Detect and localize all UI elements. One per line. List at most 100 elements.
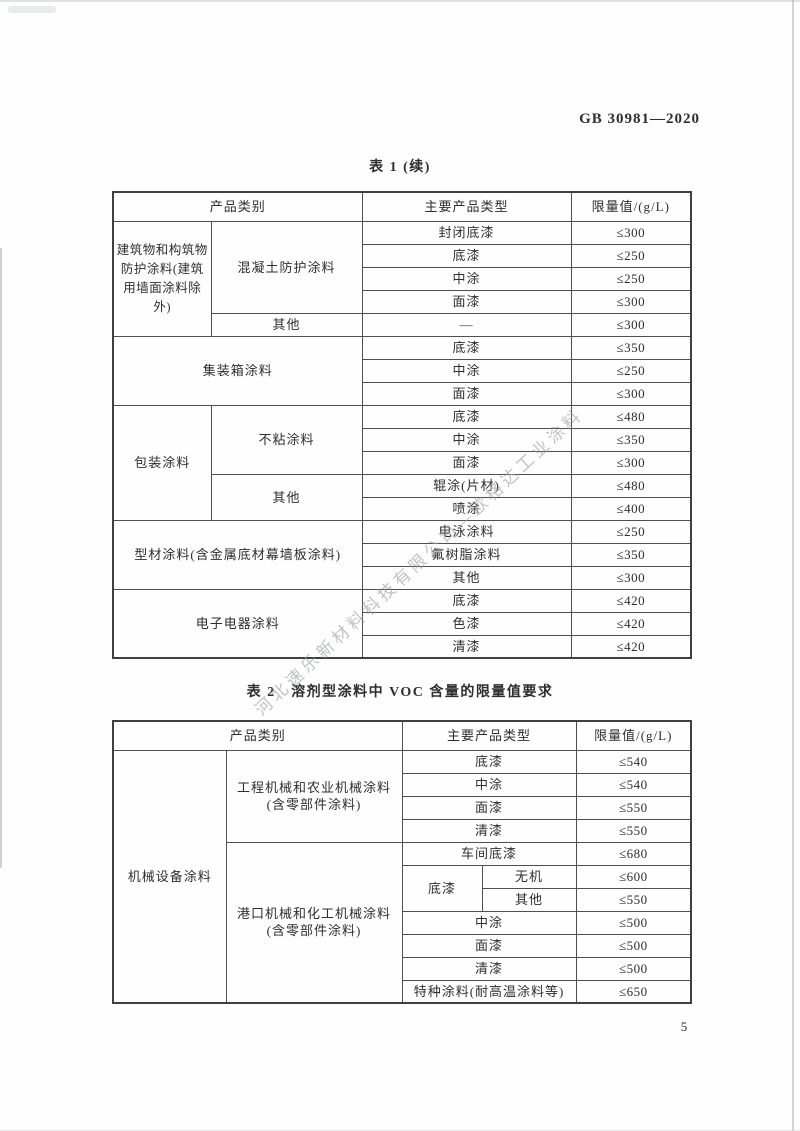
- limit-value-cell: ≤480: [570, 404, 692, 429]
- limit-value-cell: ≤350: [570, 542, 692, 567]
- limit-value-cell: ≤300: [570, 289, 692, 314]
- limit-value-cell: ≤420: [570, 611, 692, 636]
- product-type-cell: 其他: [361, 565, 572, 590]
- table-row: 其他 — ≤300: [113, 312, 692, 337]
- category-cell: 电子电器涂料: [112, 588, 363, 659]
- limit-value-cell: ≤250: [570, 519, 692, 544]
- product-type-cell: 底漆: [401, 749, 577, 774]
- table1-title: 表 1 (续): [369, 160, 431, 175]
- limit-value-cell: ≤300: [570, 381, 692, 406]
- table1-header-category: 产品类别: [112, 191, 363, 222]
- product-type-cell: 氟树脂涂料: [361, 542, 572, 567]
- table-row: 包装涂料 不粘涂料 底漆 ≤480: [112, 404, 692, 521]
- limit-value-cell: ≤250: [570, 358, 692, 383]
- table-row: 其他 辊涂(片材) ≤480: [113, 473, 692, 521]
- limit-value-cell: ≤500: [575, 910, 692, 935]
- product-type-cell: 色漆: [361, 611, 572, 636]
- subcategory-cell: 港口机械和化工机械涂料 (含零部件涂料): [225, 841, 403, 1004]
- limit-value-cell: ≤420: [570, 634, 692, 659]
- limit-value-cell: ≤300: [570, 312, 692, 337]
- product-type-cell: 面漆: [361, 381, 572, 406]
- table1-voc-limits-continued: 产品类别 主要产品类型 限量值/(g/L) 建筑物和构筑物防护涂料(建筑用墙面涂…: [112, 191, 693, 659]
- table2-title: 表 2 溶剂型涂料中 VOC 含量的限量值要求: [246, 685, 554, 700]
- product-type-cell: 车间底漆: [401, 841, 577, 866]
- limit-value-cell: ≤550: [575, 795, 692, 820]
- limit-value-cell: ≤540: [575, 772, 692, 797]
- table-row: 其他 ≤300: [113, 565, 692, 590]
- subcategory-cell: 工程机械和农业机械涂料 (含零部件涂料): [225, 749, 403, 843]
- subcategory-cell: 其他: [210, 312, 363, 337]
- table-row: 面漆 ≤300: [113, 289, 692, 314]
- product-type-cell: 面漆: [401, 795, 577, 820]
- limit-value-cell: ≤250: [570, 243, 692, 268]
- product-type-cell: 封闭底漆: [361, 220, 572, 245]
- table-row: 建筑物和构筑物防护涂料(建筑用墙面涂料除外) 混凝土防护涂料 封闭底漆 ≤300: [112, 220, 692, 337]
- limit-value-cell: ≤500: [575, 933, 692, 958]
- table-row: 中涂 ≤350: [113, 427, 692, 452]
- scan-artifact-top-edge: [0, 0, 800, 2]
- table-row: 清漆 ≤550: [113, 818, 692, 843]
- limit-value-cell: ≤500: [575, 956, 692, 981]
- page-number: 5: [680, 1019, 688, 1034]
- limit-value-cell: ≤350: [570, 335, 692, 360]
- subcategory-cell: 不粘涂料: [210, 404, 363, 475]
- table-row: 特种涂料(耐高温涂料等) ≤650: [113, 979, 692, 1004]
- product-type-cell: 中涂: [401, 910, 577, 935]
- product-type-cell: 面漆: [401, 933, 577, 958]
- subcategory-line: (含零部件涂料): [266, 923, 362, 939]
- category-cell: 集装箱涂料: [112, 335, 363, 406]
- product-subtype-cell: 无机: [481, 864, 577, 889]
- product-type-cell: 中涂: [401, 772, 577, 797]
- table-row: 色漆 ≤420: [113, 611, 692, 636]
- table-row: 港口机械和化工机械涂料 (含零部件涂料) 车间底漆 ≤680: [113, 841, 692, 1004]
- limit-value-cell: ≤650: [575, 979, 692, 1004]
- table-row: 中涂 ≤250: [113, 358, 692, 383]
- limit-value-cell: ≤300: [570, 220, 692, 245]
- limit-value-cell: ≤350: [570, 427, 692, 452]
- table-row: 底漆 ≤250: [113, 243, 692, 268]
- table1-header-type: 主要产品类型: [361, 191, 572, 222]
- scan-artifact-left-edge: [0, 248, 2, 868]
- product-type-cell: 底漆: [401, 864, 483, 912]
- table-row: 集装箱涂料 底漆 ≤350: [112, 335, 692, 406]
- table-row: 底漆 无机 ≤600: [113, 864, 692, 912]
- product-type-cell: 底漆: [361, 588, 572, 613]
- limit-value-cell: ≤420: [570, 588, 692, 613]
- table-row: 面漆 ≤500: [113, 933, 692, 958]
- subcategory-line: 港口机械和化工机械涂料: [237, 906, 392, 922]
- table-row: 面漆 ≤300: [113, 450, 692, 475]
- scan-artifact-right-edge: [792, 0, 794, 1131]
- table-row: 清漆 ≤420: [113, 634, 692, 659]
- limit-value-cell: ≤680: [575, 841, 692, 866]
- limit-value-cell: ≤300: [570, 450, 692, 475]
- table-row: 面漆 ≤300: [113, 381, 692, 406]
- limit-value-cell: ≤400: [570, 496, 692, 521]
- product-type-cell: 中涂: [361, 266, 572, 291]
- subcategory-cell: 混凝土防护涂料: [210, 220, 363, 314]
- product-type-cell: 底漆: [361, 243, 572, 268]
- table-row: 喷涂 ≤400: [113, 496, 692, 521]
- product-type-cell: 清漆: [401, 818, 577, 843]
- category-cell: 机械设备涂料: [112, 749, 227, 1004]
- table2-header-type: 主要产品类型: [401, 720, 577, 751]
- category-cell: 型材涂料(含金属底材幕墙板涂料): [112, 519, 363, 590]
- product-type-cell: 辊涂(片材): [361, 473, 572, 498]
- table-row: 型材涂料(含金属底材幕墙板涂料) 电泳涂料 ≤250: [112, 519, 692, 590]
- product-type-cell: —: [361, 312, 572, 337]
- category-cell: 建筑物和构筑物防护涂料(建筑用墙面涂料除外): [112, 220, 212, 337]
- subcategory-cell: 其他: [210, 473, 363, 521]
- product-type-cell: 面漆: [361, 450, 572, 475]
- limit-value-cell: ≤540: [575, 749, 692, 774]
- table-row: 电子电器涂料 底漆 ≤420: [112, 588, 692, 659]
- product-type-cell: 喷涂: [361, 496, 572, 521]
- table1-header-limit: 限量值/(g/L): [570, 191, 692, 222]
- table2-solvent-voc-limits: 产品类别 主要产品类型 限量值/(g/L) 机械设备涂料 工程机械和农业机械涂料…: [112, 720, 693, 1004]
- table2-header-category: 产品类别: [112, 720, 403, 751]
- product-type-cell: 底漆: [361, 335, 572, 360]
- product-type-cell: 特种涂料(耐高温涂料等): [401, 979, 577, 1004]
- limit-value-cell: ≤250: [570, 266, 692, 291]
- table-row: 其他 ≤550: [113, 887, 692, 912]
- product-type-cell: 中涂: [361, 358, 572, 383]
- limit-value-cell: ≤600: [575, 864, 692, 889]
